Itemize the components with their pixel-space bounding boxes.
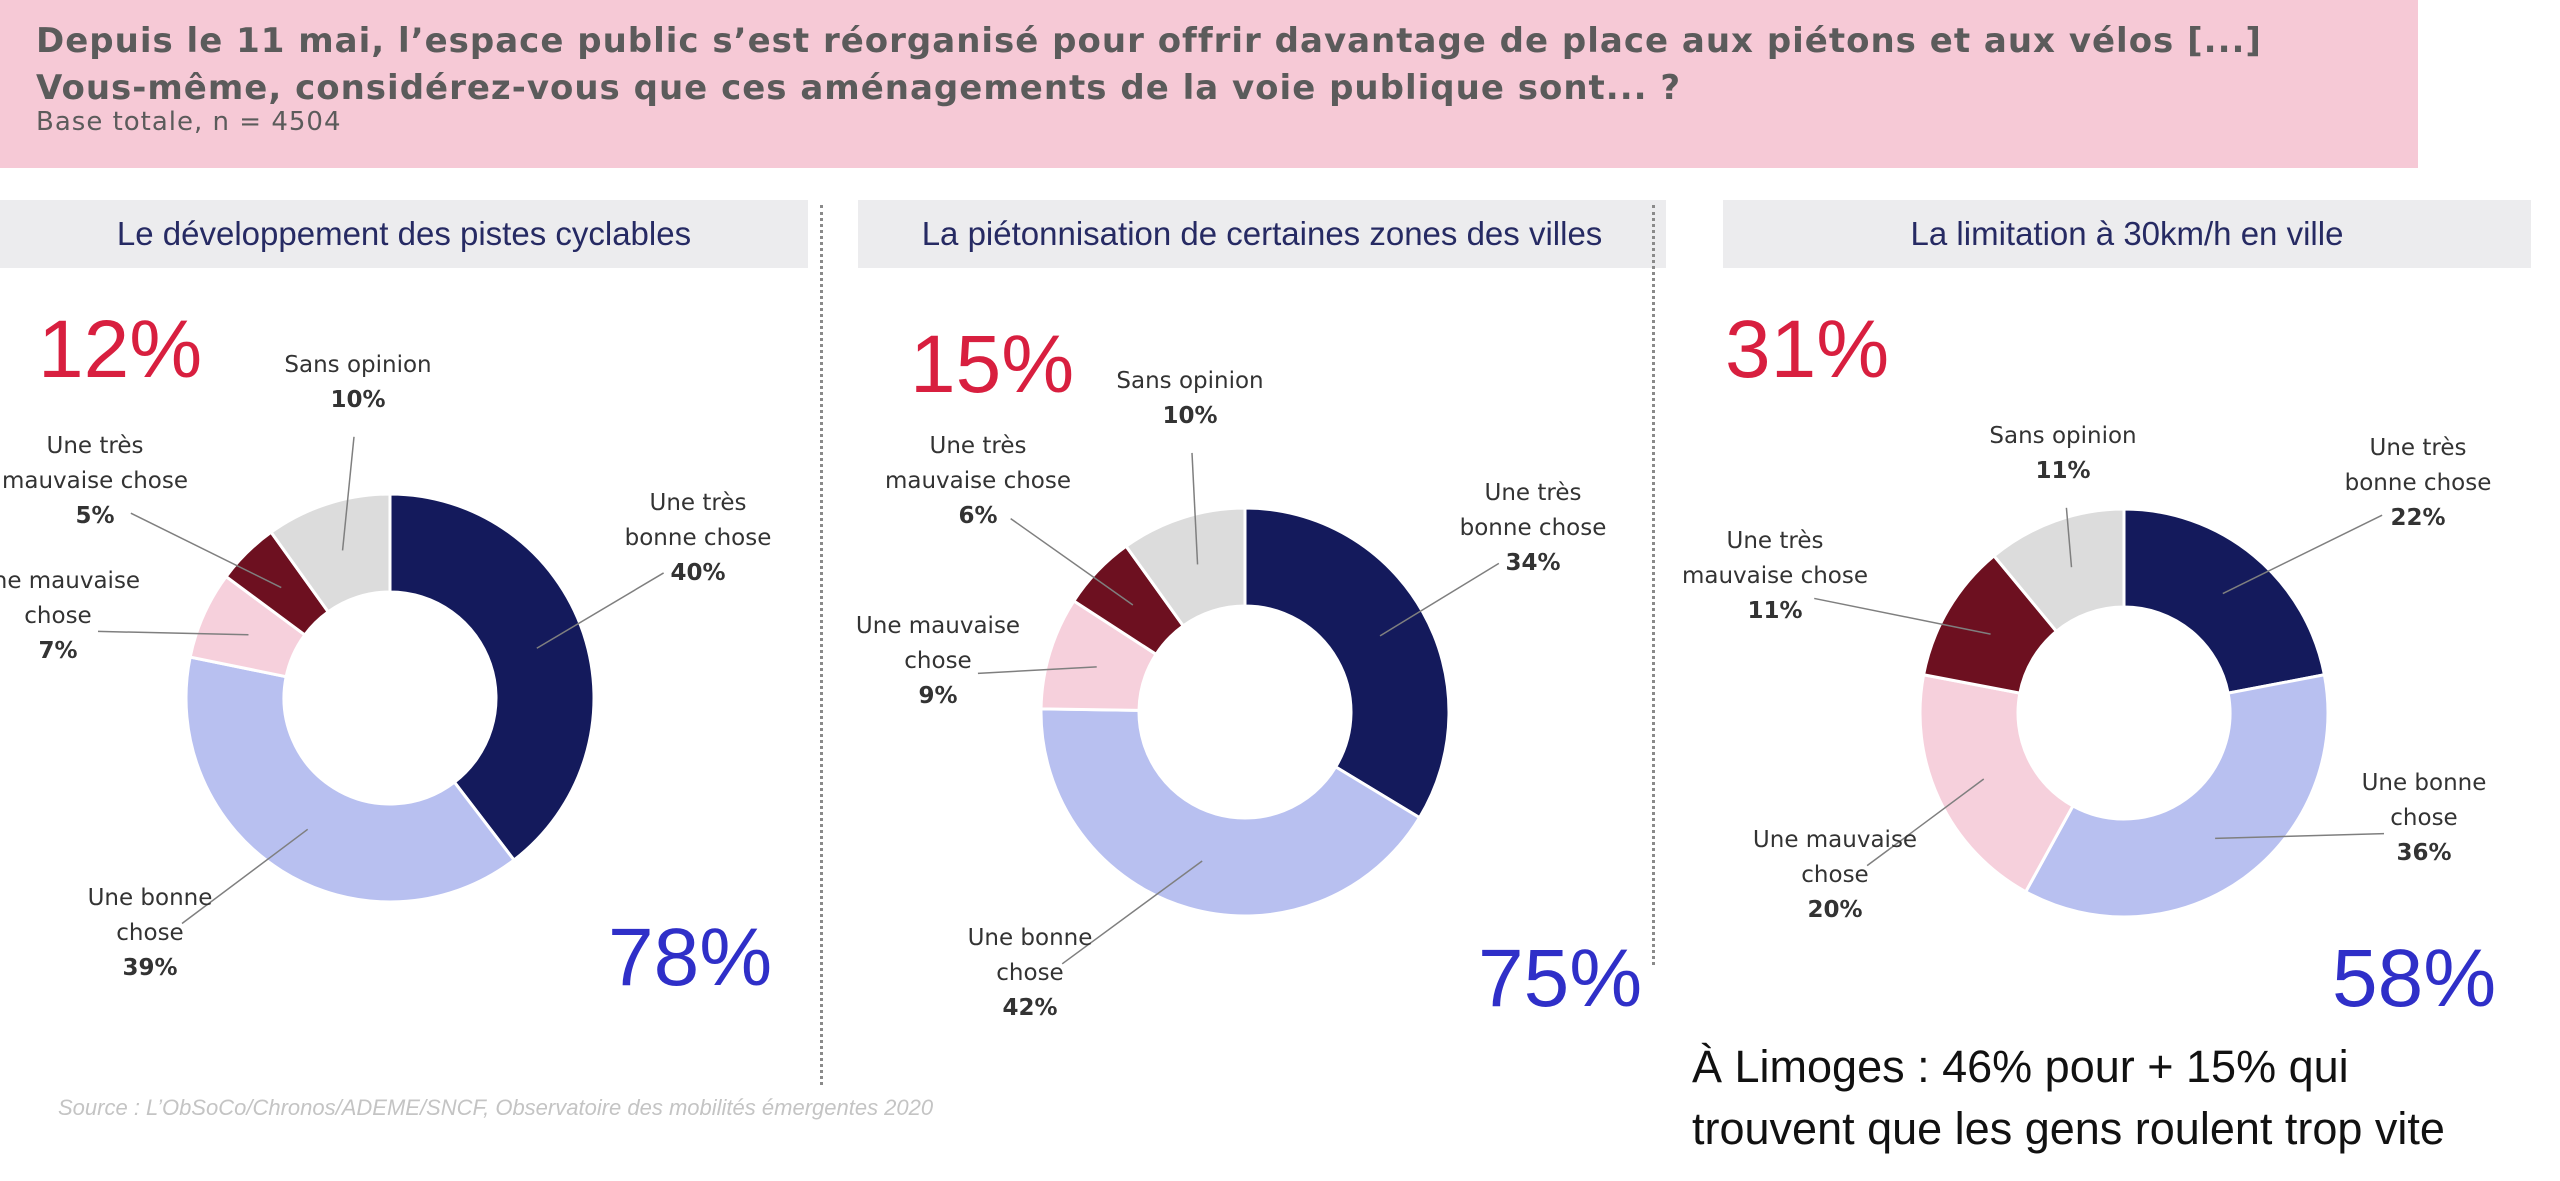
leader-line	[1010, 517, 1134, 606]
slice-label-sans-opinion: Sans opinion 10%	[284, 352, 431, 413]
slice-label-tres-mauvaise: Une très mauvaise chose 5%	[2, 433, 188, 529]
donut-slice-bonne	[184, 655, 517, 904]
panel-divider	[1652, 205, 1655, 965]
question-text: Depuis le 11 mai, l’espace public s’est …	[36, 21, 2262, 108]
slice-label-mauvaise: Une mauvaise chose 20%	[1753, 827, 1917, 923]
negative-total-label: 12%	[38, 304, 202, 395]
slice-label-tres-mauvaise: Une très mauvaise chose 6%	[885, 433, 1071, 529]
donut-slice-sans-opinion	[1124, 506, 1247, 628]
donut-slice-tres-bonne	[1243, 506, 1451, 820]
slice-label-tres-bonne: Une très bonne chose 40%	[625, 490, 772, 586]
leader-line	[2215, 832, 2385, 840]
question-base: Base totale, n = 4504	[36, 107, 342, 137]
donut-slice-tres-bonne	[2122, 507, 2327, 695]
leader-line	[536, 572, 664, 649]
donut-slice-sans-opinion	[1991, 507, 2126, 634]
donut-slice-tres-bonne	[388, 492, 596, 863]
slice-label-tres-bonne: Une très bonne chose 34%	[1460, 480, 1607, 576]
limoges-note-line-2: trouvent que les gens roulent trop vite	[1692, 1103, 2445, 1154]
chart-title-pistes: Le développement des pistes cyclables	[0, 200, 808, 268]
donut-slice-mauvaise	[1918, 673, 2075, 894]
slice-label-bonne: Une bonne chose 39%	[88, 885, 213, 981]
limoges-note-line-1: À Limoges : 46% pour + 15% qui	[1692, 1041, 2349, 1092]
chart-title-limitation: La limitation à 30km/h en ville	[1723, 200, 2531, 268]
positive-total-label: 78%	[608, 912, 772, 1003]
chart-title-pietonnisation: La piétonnisation de certaines zones des…	[858, 200, 1666, 268]
leader-line	[1191, 452, 1199, 565]
slice-label-bonne: Une bonne chose 36%	[2362, 770, 2487, 866]
positive-total-label: 58%	[2332, 933, 2496, 1024]
slice-label-sans-opinion: Sans opinion 11%	[1989, 423, 2136, 484]
leader-line	[97, 630, 249, 636]
donut-slice-bonne	[1039, 707, 1422, 918]
leader-line	[341, 436, 355, 551]
slice-label-sans-opinion: Sans opinion 10%	[1116, 368, 1263, 429]
source-text: Source : L’ObSoCo/Chronos/ADEME/SNCF, Ob…	[58, 1095, 934, 1120]
donut-slice-bonne	[2023, 673, 2330, 919]
negative-total-label: 31%	[1725, 304, 1889, 395]
leader-line	[2065, 507, 2073, 568]
leader-line	[1866, 778, 1985, 867]
limoges-note: À Limoges : 46% pour + 15% qui trouvent …	[1692, 1036, 2560, 1160]
leader-line	[977, 666, 1097, 675]
panel-divider	[820, 205, 823, 1085]
question-banner: Depuis le 11 mai, l’espace public s’est …	[0, 0, 2418, 168]
leader-line	[130, 512, 282, 589]
slice-label-tres-mauvaise: Une très mauvaise chose 11%	[1682, 528, 1868, 624]
leader-line	[1061, 860, 1203, 965]
leader-line	[1814, 597, 1991, 635]
slice-label-bonne: Une bonne chose 42%	[968, 925, 1093, 1021]
slice-label-tres-bonne: Une très bonne chose 22%	[2345, 435, 2492, 531]
slice-label-mauvaise: Une mauvaise chose 9%	[856, 613, 1020, 709]
leader-line	[2222, 514, 2383, 595]
donut-slice-sans-opinion	[269, 492, 392, 614]
leader-line	[1379, 562, 1500, 637]
negative-total-label: 15%	[910, 319, 1074, 410]
leader-line	[181, 828, 309, 925]
positive-total-label: 75%	[1478, 933, 1642, 1024]
